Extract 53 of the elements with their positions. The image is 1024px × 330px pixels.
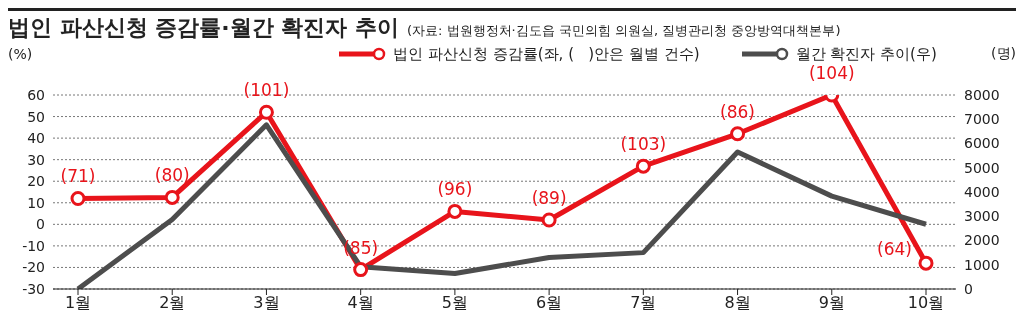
- y-tick-label: 10: [27, 194, 45, 211]
- annotation: (104): [808, 63, 855, 83]
- annotation: (80): [154, 165, 190, 186]
- y-tick-label: 20: [27, 173, 45, 190]
- y-tick-label: 60: [27, 86, 45, 103]
- point: [258, 104, 274, 120]
- x-tick-label: 3월: [253, 293, 280, 313]
- x-tick-label: 1월: [64, 293, 92, 313]
- y-tick-label: 50: [27, 108, 45, 125]
- annotation: (96): [437, 179, 473, 200]
- x-tick-label: 4월: [347, 293, 374, 313]
- annotation: (89): [531, 188, 567, 209]
- y-tick-label: -30: [22, 280, 45, 297]
- annotation: (101): [243, 80, 290, 101]
- point: [730, 126, 746, 142]
- y2-tick-label: 0: [964, 280, 973, 297]
- y2-tick-label: 1000: [964, 256, 1000, 273]
- annotation: (103): [620, 134, 667, 155]
- x-tick-label: 6월: [536, 293, 563, 313]
- point: [70, 190, 86, 206]
- y2-tick-label: 8000: [964, 86, 1000, 103]
- x-tick-label: 7월: [630, 293, 657, 313]
- annotation: (64): [877, 239, 912, 260]
- y2-tick-label: 7000: [964, 111, 1000, 128]
- annotation: (71): [60, 166, 96, 187]
- y-tick-label: 40: [27, 130, 45, 147]
- point: [918, 255, 934, 271]
- point: [164, 189, 180, 205]
- y-tick-label: 30: [27, 151, 45, 168]
- annotation: (86): [720, 101, 756, 122]
- text: (자료: 법원행정처·김도읍 국민의힘 의원실, 질병관리청 중앙방역대책본부): [407, 22, 841, 40]
- point: [541, 212, 557, 228]
- point: [353, 262, 369, 278]
- y-tick-label: 0: [36, 216, 45, 233]
- y2-tick-label: 3000: [964, 208, 1000, 225]
- legend-label: 월간 확진자 추이(우): [795, 44, 937, 64]
- x-tick-label: 8월: [724, 293, 751, 313]
- chart-title: 법인 파산신청 증감률·월간 확진자 추이: [8, 14, 399, 42]
- point: [635, 158, 651, 174]
- y-tick-label: -20: [22, 259, 45, 276]
- x-tick-label: 2월: [159, 293, 186, 313]
- x-tick-label: 9월: [818, 293, 845, 313]
- legend-label: 법인 파산신청 증감률(좌, ( )안은 월별 건수): [393, 44, 700, 64]
- y-tick-label: -10: [22, 237, 45, 254]
- y2-tick-label: 2000: [964, 232, 1000, 249]
- y-axis-title: (%): [8, 46, 34, 62]
- x-tick-label: 5월: [441, 293, 468, 313]
- y2-tick-label: 4000: [964, 183, 1000, 200]
- point: [447, 203, 463, 219]
- y2-axis-title: (명): [990, 45, 1016, 63]
- x-tick-label: 10월: [907, 293, 945, 313]
- y2-tick-label: 6000: [964, 135, 1000, 152]
- y2-tick-label: 5000: [964, 159, 1000, 176]
